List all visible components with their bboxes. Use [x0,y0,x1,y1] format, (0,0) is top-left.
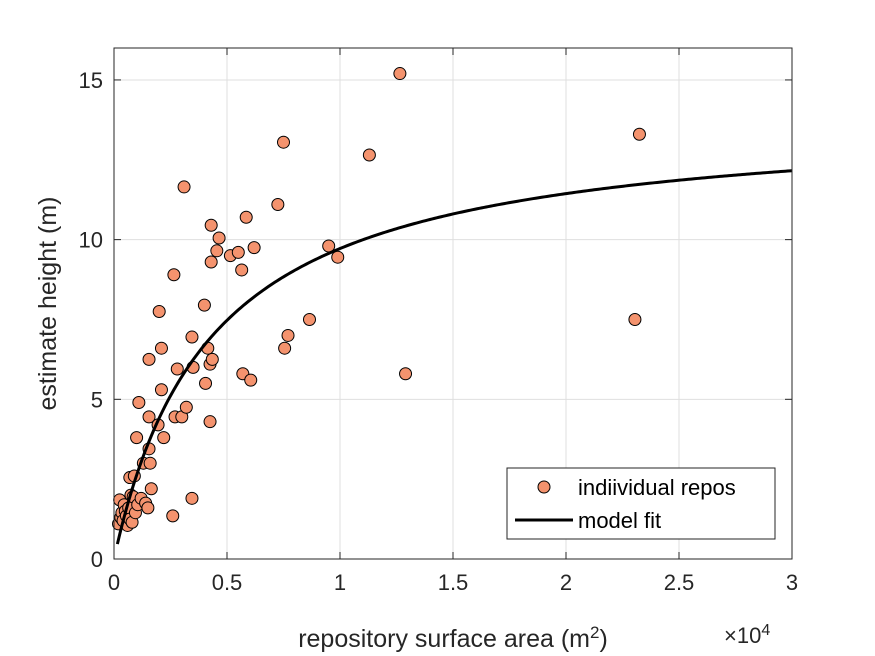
data-point [204,218,218,232]
data-point [142,410,156,424]
data-point [199,376,213,390]
y-tick-label: 10 [79,228,103,253]
legend-label-individual-repos: indiividual repos [578,475,736,500]
data-point [157,431,171,445]
data-point [197,298,211,312]
legend-box [506,467,776,540]
data-point [362,148,376,162]
x-axis-label-main: repository surface area (m [298,625,590,653]
x-axis-label: repository surface area (m2) [298,623,608,654]
data-point [231,245,245,259]
y-tick-label: 15 [79,68,103,93]
data-point [141,501,155,515]
legend: indiividual repos model fit [506,467,776,540]
data-point [154,341,168,355]
data-point [239,210,253,224]
data-point [205,352,219,366]
data-point [203,415,217,429]
model-fit-line [115,169,793,545]
data-point [302,312,316,326]
data-point [628,312,642,326]
x-tick-label: 1 [334,570,346,595]
x-tick-label: 2 [560,570,572,595]
x-tick-label: 0.5 [212,570,243,595]
data-point [331,250,345,264]
data-point [185,491,199,505]
y-axis-label: estimate height (m) [34,197,62,411]
data-point [130,431,144,445]
x-tick-label: 3 [786,570,798,595]
data-point [204,255,218,269]
data-point [393,67,407,81]
x-axis-exponent-base: ×10 [724,623,761,648]
x-tick-label: 0 [108,570,120,595]
data-point [144,482,158,496]
axis-ticks: 0 0.5 1 1.5 2 2.5 3 0 5 10 15 [79,48,798,595]
data-point [210,244,224,258]
x-axis-label-close: ) [599,625,607,653]
data-point [132,396,146,410]
legend-marker-individual-repos [537,480,551,494]
x-axis-exponent: ×104 [724,622,770,649]
data-point [177,180,191,194]
data-point [235,263,249,277]
x-tick-label: 1.5 [438,570,469,595]
data-point [278,341,292,355]
data-point [154,383,168,397]
data-point [142,352,156,366]
data-point [143,456,157,470]
data-point [212,231,226,245]
y-tick-label: 0 [91,547,103,572]
data-point [179,400,193,414]
x-tick-label: 2.5 [664,570,695,595]
data-point [185,330,199,344]
data-point [281,328,295,342]
data-point [166,509,180,523]
scatter-points [112,67,646,532]
data-point [170,362,184,376]
data-point [244,373,258,387]
data-point [247,241,261,255]
x-axis-exponent-power: 4 [761,622,770,639]
data-point [277,135,290,149]
data-point [399,367,413,381]
data-point [271,197,285,211]
legend-label-model-fit: model fit [578,508,661,533]
data-point [152,304,166,318]
x-axis-label-superscript: 2 [590,623,599,642]
y-tick-label: 5 [91,387,103,412]
data-point [167,268,181,282]
data-point [632,127,646,141]
